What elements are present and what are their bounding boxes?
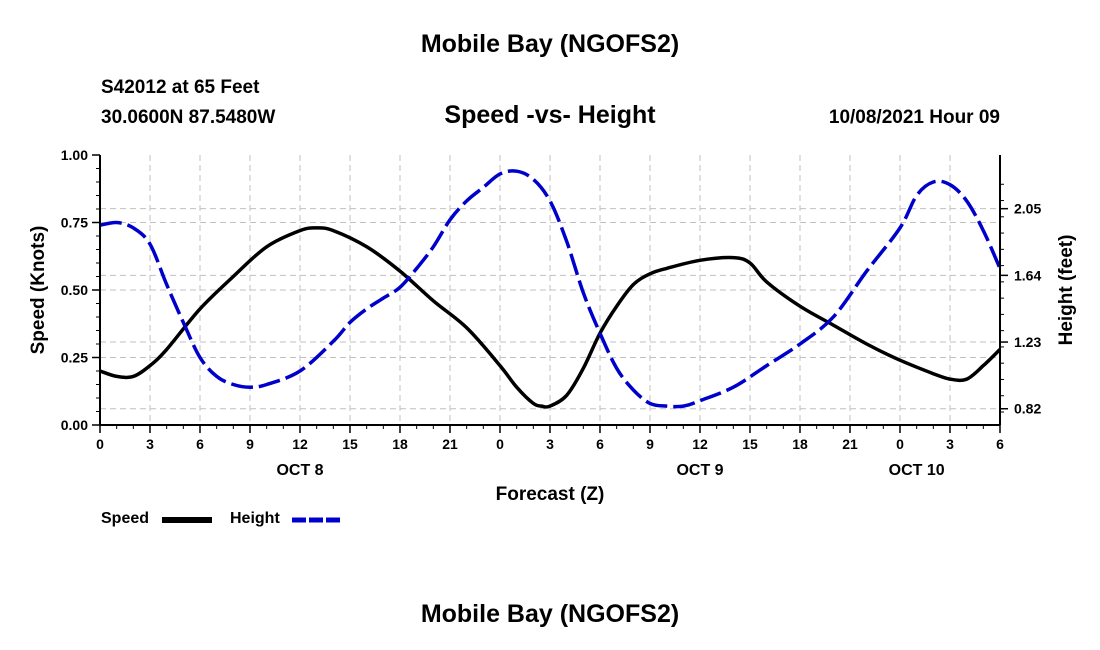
y-left-tick-label: 1.00 [61,147,88,163]
date-label: OCT 9 [676,462,723,479]
y-right-tick-label: 2.05 [1014,201,1041,217]
x-tick-label: 9 [246,436,254,452]
x-tick-label: 3 [146,436,154,452]
series-line-speed [99,226,1002,409]
legend-height-swatch [292,517,342,523]
y-left-tick-label: 0.75 [61,215,88,231]
series-lines [99,169,1002,409]
legend-speed-label: Speed [101,510,150,527]
chart-subtitle: Speed -vs- Height [444,101,656,129]
y-right-tick-label: 1.64 [1014,267,1041,283]
x-tick-label: 12 [292,436,308,452]
x-tick-label: 18 [392,436,408,452]
coordinates-label: 30.0600N 87.5480W [101,107,276,128]
x-tick-label: 6 [596,436,604,452]
x-tick-label: 6 [996,436,1004,452]
x-axis-label: Forecast (Z) [496,484,605,505]
series-line-height [99,169,1002,409]
x-tick-label: 15 [342,436,358,452]
x-tick-label: 15 [742,436,758,452]
y-axis-right-label: Height (feet) [1056,235,1077,346]
x-tick-label: 6 [196,436,204,452]
chart-top-title: Mobile Bay (NGOFS2) [420,30,680,58]
x-tick-label: 0 [496,436,504,452]
x-tick-label: 18 [792,436,808,452]
y-left-tick-label: 0.25 [61,350,88,366]
x-tick-label: 3 [546,436,554,452]
x-tick-label: 21 [842,436,858,452]
y-left-tick-label: 0.00 [61,417,88,433]
x-tick-label: 3 [946,436,954,452]
forecast-datetime: 10/08/2021 Hour 09 [828,107,1000,128]
x-tick-label: 21 [442,436,458,452]
x-tick-label: 0 [896,436,904,452]
x-tick-label: 9 [646,436,654,452]
station-label: S42012 at 65 Feet [101,77,260,98]
y-left-tick-label: 0.50 [61,282,88,298]
date-label: OCT 8 [276,462,323,479]
date-label: OCT 10 [889,462,945,479]
axes [92,154,1008,433]
legend-height-label: Height [230,510,280,527]
x-tick-label: 12 [692,436,708,452]
legend-speed-swatch [162,517,212,523]
grid-lines [100,155,1000,425]
x-tick-label: 0 [96,436,104,452]
y-right-tick-label: 1.23 [1014,334,1041,350]
y-axis-left-label: Speed (Knots) [28,226,49,355]
tick-labels: 0 3 6 9 12 15 18 21 0 3 6 9 12 15 18 21 0 3 6 OCT 8 OCT 9 OCT… [61,147,1042,479]
chart-bottom-title: Mobile Bay (NGOFS2) [420,600,680,628]
y-right-tick-label: 0.82 [1014,401,1041,417]
